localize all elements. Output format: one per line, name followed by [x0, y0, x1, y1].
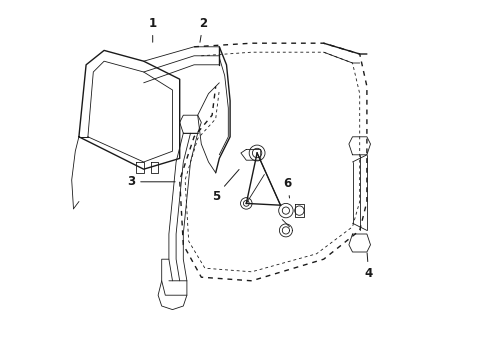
Text: 2: 2 — [199, 17, 207, 42]
Text: 1: 1 — [148, 17, 157, 42]
Text: 3: 3 — [127, 175, 175, 188]
Text: 5: 5 — [211, 170, 239, 203]
Text: 6: 6 — [283, 177, 291, 198]
Text: 4: 4 — [364, 253, 372, 280]
